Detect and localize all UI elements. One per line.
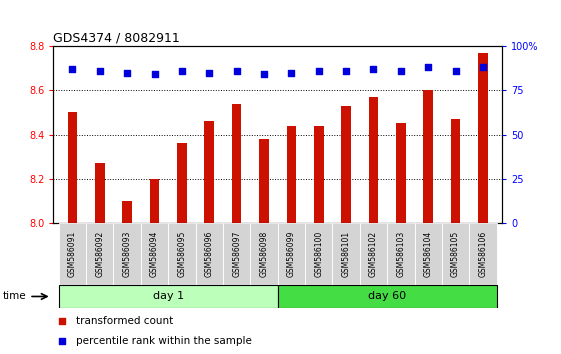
Point (58, 318, 67, 324)
Bar (95, 163, 104, 223)
Bar (369, 97, 378, 223)
Text: GSM586103: GSM586103 (396, 231, 406, 277)
Text: GSM586098: GSM586098 (260, 231, 269, 277)
Text: GSM586105: GSM586105 (451, 231, 460, 277)
Text: GSM586101: GSM586101 (342, 231, 351, 277)
Bar (59, 285, 278, 308)
Point (287, 70, 296, 75)
Text: GDS4374 / 8082911: GDS4374 / 8082911 (53, 32, 180, 45)
Bar (278, 223, 305, 285)
Bar (424, 90, 433, 223)
Bar (341, 106, 351, 223)
Bar (86, 223, 113, 285)
Bar (68, 113, 77, 223)
Bar (150, 179, 159, 223)
Bar (478, 53, 488, 223)
Bar (177, 143, 187, 223)
Point (68, 66, 77, 72)
Bar (168, 223, 196, 285)
Point (314, 68, 323, 74)
Bar (232, 104, 241, 223)
Text: transformed count: transformed count (76, 316, 173, 326)
Point (451, 68, 460, 74)
Text: GSM586099: GSM586099 (287, 231, 296, 277)
Bar (196, 223, 223, 285)
Text: GSM586106: GSM586106 (479, 231, 488, 277)
Bar (113, 223, 141, 285)
Bar (396, 124, 406, 223)
Bar (333, 223, 360, 285)
Point (342, 68, 351, 74)
Point (177, 68, 186, 74)
Text: GSM586093: GSM586093 (123, 231, 132, 277)
Bar (305, 223, 333, 285)
Point (232, 68, 241, 74)
Bar (122, 201, 132, 223)
Text: GSM586097: GSM586097 (232, 231, 241, 277)
Bar (442, 223, 469, 285)
Bar (141, 223, 168, 285)
Text: GSM586100: GSM586100 (314, 231, 323, 277)
Text: GSM586094: GSM586094 (150, 231, 159, 277)
Bar (223, 223, 250, 285)
Text: GSM586102: GSM586102 (369, 231, 378, 277)
Bar (59, 223, 86, 285)
Text: GSM586104: GSM586104 (424, 231, 433, 277)
Bar (415, 223, 442, 285)
Text: GSM586096: GSM586096 (205, 231, 214, 277)
Bar (205, 121, 214, 223)
Point (123, 70, 132, 75)
Bar (278, 285, 496, 308)
Bar (250, 223, 278, 285)
Bar (387, 223, 415, 285)
Text: time: time (3, 291, 26, 302)
Point (424, 64, 433, 70)
Text: GSM586092: GSM586092 (95, 231, 104, 277)
Text: percentile rank within the sample: percentile rank within the sample (76, 336, 252, 346)
Text: day 1: day 1 (153, 291, 184, 302)
Bar (360, 223, 387, 285)
Text: GSM586091: GSM586091 (68, 231, 77, 277)
Point (369, 66, 378, 72)
Point (397, 68, 406, 74)
Point (205, 70, 214, 75)
Bar (314, 126, 324, 223)
Bar (451, 119, 461, 223)
Point (479, 64, 488, 70)
Point (150, 72, 159, 77)
Text: GSM586095: GSM586095 (177, 231, 186, 277)
Bar (259, 139, 269, 223)
Bar (469, 223, 496, 285)
Text: day 60: day 60 (368, 291, 406, 302)
Bar (287, 126, 296, 223)
Point (58, 338, 67, 344)
Point (95, 68, 104, 74)
Point (260, 72, 269, 77)
